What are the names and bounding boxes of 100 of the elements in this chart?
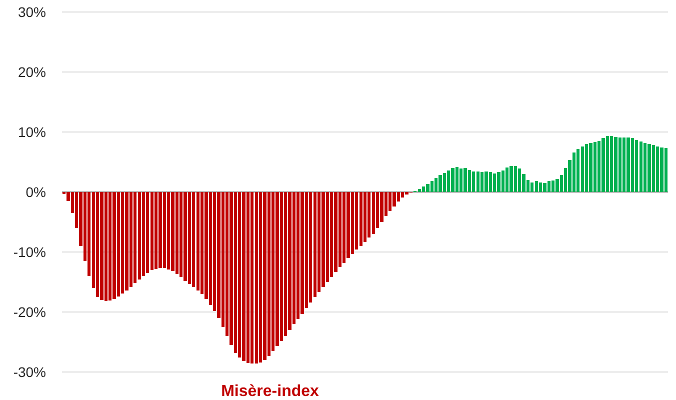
bar	[547, 181, 550, 192]
bar	[350, 192, 354, 254]
bar	[576, 148, 580, 192]
y-tick-label: -30%	[13, 364, 46, 380]
bar	[150, 192, 154, 270]
bar	[359, 192, 362, 246]
bar	[263, 192, 266, 360]
bar	[162, 192, 166, 268]
bar	[484, 172, 488, 192]
text: Misère-index	[221, 383, 320, 400]
bar	[116, 192, 120, 296]
bar	[572, 152, 576, 192]
bar	[501, 170, 504, 192]
bar	[426, 184, 430, 192]
bar	[618, 137, 622, 192]
bar	[154, 192, 158, 269]
bar	[418, 189, 421, 192]
bar	[602, 138, 605, 192]
bar	[434, 178, 438, 192]
bar	[639, 142, 642, 192]
bar	[488, 172, 492, 192]
y-tick-label: -10%	[13, 244, 46, 260]
bar	[254, 192, 258, 364]
bar	[476, 172, 480, 192]
bar	[267, 192, 270, 356]
bar	[355, 192, 358, 250]
bar	[451, 168, 454, 192]
bar	[510, 166, 513, 192]
bar	[368, 192, 371, 238]
bar	[606, 136, 609, 192]
bar	[538, 182, 542, 192]
bar	[138, 192, 141, 280]
bar	[480, 172, 484, 192]
bar	[643, 142, 647, 192]
bar	[96, 192, 100, 297]
bar	[580, 146, 584, 192]
bar	[635, 140, 638, 192]
bar	[175, 192, 178, 274]
bar	[129, 192, 133, 287]
bar	[422, 186, 426, 192]
bar	[656, 146, 660, 192]
bar	[534, 181, 538, 192]
bar	[468, 170, 472, 192]
bar	[184, 192, 187, 281]
y-tick-label: 20%	[18, 64, 46, 80]
bar	[447, 170, 450, 192]
bar	[108, 192, 112, 301]
bar	[158, 192, 162, 268]
bar	[464, 168, 467, 192]
y-tick-label: -20%	[13, 304, 46, 320]
bar	[171, 192, 174, 272]
bar	[196, 192, 200, 290]
bar	[112, 192, 116, 299]
bar	[238, 192, 242, 358]
bar	[626, 137, 630, 192]
bar	[142, 192, 146, 276]
bar	[167, 192, 170, 270]
bar	[472, 172, 476, 192]
bar	[652, 145, 655, 192]
bar	[514, 166, 518, 192]
bar	[622, 137, 626, 192]
bar	[584, 144, 588, 192]
bar	[180, 192, 183, 278]
y-tick-label: 30%	[18, 4, 46, 20]
bar	[104, 192, 108, 302]
bar	[188, 192, 192, 284]
bar	[100, 192, 104, 300]
bar	[401, 192, 404, 198]
y-tick-label: 0%	[26, 184, 46, 200]
bar	[664, 148, 668, 192]
bar	[250, 192, 254, 364]
bar	[125, 192, 128, 290]
bar	[614, 136, 618, 192]
bar	[342, 192, 346, 263]
bar	[630, 138, 634, 192]
bar	[192, 192, 196, 287]
bar	[430, 181, 434, 192]
bar	[530, 182, 534, 192]
bar	[589, 142, 592, 192]
bar	[593, 142, 596, 192]
bar	[442, 172, 446, 192]
bar	[556, 178, 559, 192]
bar	[492, 173, 496, 192]
bar	[134, 192, 137, 284]
bar	[372, 192, 375, 234]
bar	[506, 167, 509, 192]
bar	[648, 144, 651, 192]
bar	[455, 166, 459, 192]
bar	[121, 192, 124, 294]
bar	[610, 136, 614, 192]
bar	[597, 141, 601, 192]
bar	[460, 168, 463, 192]
bar	[552, 180, 555, 192]
bar	[363, 192, 367, 242]
bar	[660, 148, 664, 192]
bar	[146, 192, 150, 273]
bar	[246, 192, 250, 363]
bar	[543, 183, 546, 192]
bar	[438, 175, 442, 192]
bar	[242, 192, 246, 362]
